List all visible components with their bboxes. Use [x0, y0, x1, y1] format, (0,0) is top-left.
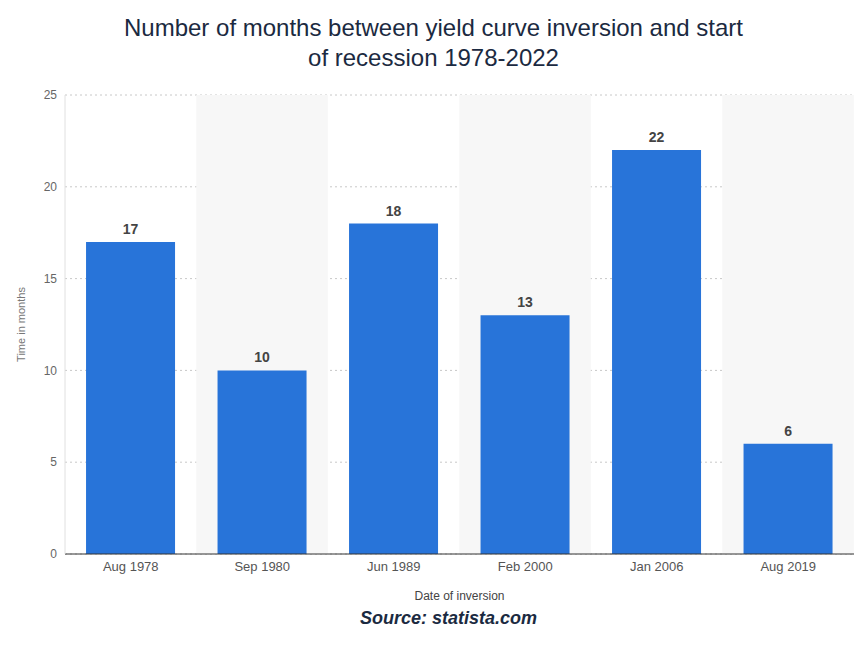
- svg-text:6: 6: [784, 423, 792, 439]
- svg-text:5: 5: [50, 455, 57, 469]
- svg-text:10: 10: [44, 364, 58, 378]
- svg-text:Jun 1989: Jun 1989: [367, 559, 421, 574]
- svg-text:Feb 2000: Feb 2000: [498, 559, 553, 574]
- svg-text:Aug 1978: Aug 1978: [103, 559, 159, 574]
- svg-text:Date of inversion: Date of inversion: [414, 589, 504, 603]
- svg-text:17: 17: [123, 221, 139, 237]
- svg-text:Aug 2019: Aug 2019: [760, 559, 816, 574]
- svg-text:20: 20: [44, 180, 58, 194]
- svg-text:Sep 1980: Sep 1980: [234, 559, 290, 574]
- html-text:Source: statista.com: Source: statista.com: [360, 608, 537, 628]
- svg-text:10: 10: [254, 349, 270, 365]
- html-text:Number of months between yield: Number of months between yield curve inv…: [124, 14, 743, 71]
- svg-text:Jan 2006: Jan 2006: [630, 559, 684, 574]
- svg-text:22: 22: [649, 129, 665, 145]
- svg-text:18: 18: [386, 203, 402, 219]
- svg-text:0: 0: [50, 547, 57, 561]
- svg-text:Time in months: Time in months: [15, 287, 27, 362]
- svg-text:25: 25: [44, 88, 58, 102]
- svg-text:15: 15: [44, 272, 58, 286]
- svg-text:13: 13: [517, 294, 533, 310]
